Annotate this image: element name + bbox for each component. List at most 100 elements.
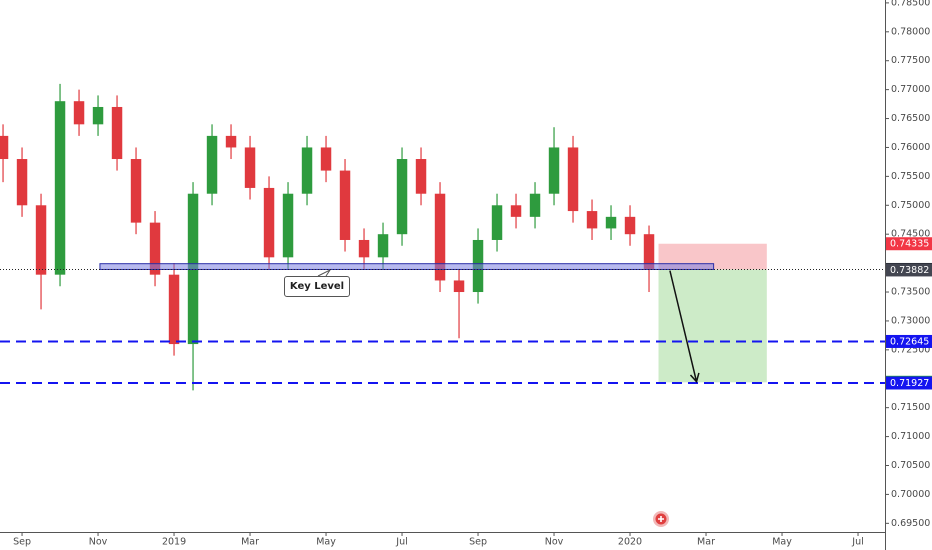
candle-body	[168, 274, 180, 345]
candle-body	[130, 159, 142, 223]
price-tag-box	[886, 237, 932, 251]
candle-body	[225, 135, 237, 148]
candle	[529, 182, 541, 229]
price-tag-label: 0.74335	[890, 239, 929, 250]
candle-body	[377, 234, 389, 258]
candle-body	[434, 193, 446, 281]
y-tick-label: 0.76000	[891, 142, 930, 153]
x-tick-label: Nov	[545, 537, 564, 548]
candle	[396, 147, 408, 246]
candle	[0, 124, 9, 183]
candle	[377, 222, 389, 269]
x-tick-label: Jul	[395, 537, 407, 548]
x-tick-label: Mar	[697, 537, 715, 548]
y-tick-label: 0.70500	[891, 460, 930, 471]
x-tick-label: 2019	[162, 537, 186, 548]
candle-body	[73, 101, 85, 125]
candle	[92, 95, 104, 136]
candle	[54, 83, 66, 287]
x-tick-label: May	[316, 537, 336, 548]
candle	[624, 205, 636, 246]
candle-body	[643, 234, 655, 269]
candle-body	[0, 135, 9, 160]
candle-body	[149, 222, 161, 275]
price-tag-box	[886, 334, 932, 348]
x-tick-label: Nov	[89, 537, 108, 548]
y-tick-label: 0.78000	[891, 26, 930, 37]
key-level-callout: Key Level	[284, 276, 350, 297]
price-tag-label: 0.73882	[890, 265, 929, 276]
x-tick-label: Sep	[13, 537, 31, 548]
price-tag-box	[886, 263, 932, 277]
y-tick-label: 0.72500	[891, 344, 930, 355]
candle	[16, 147, 28, 217]
candle	[586, 199, 598, 240]
candle	[130, 147, 142, 235]
candle	[225, 124, 237, 160]
plot-area	[0, 83, 885, 391]
price-tag-box	[886, 376, 932, 390]
candle	[434, 182, 446, 293]
candle-body	[244, 147, 256, 188]
candle-body	[415, 159, 427, 194]
candle	[453, 268, 465, 339]
candle	[510, 193, 522, 229]
candle-body	[453, 280, 465, 293]
candle-body	[491, 205, 503, 240]
candle-body	[510, 205, 522, 217]
candle	[111, 95, 123, 171]
candle	[567, 135, 579, 223]
candle-body	[567, 147, 579, 212]
projection-arrow	[669, 270, 698, 382]
y-tick-label: 0.78500	[891, 0, 930, 8]
candle-body	[111, 106, 123, 160]
projection-arrow-head	[689, 372, 700, 384]
candle-body	[16, 159, 28, 206]
y-tick-label: 0.75000	[891, 200, 930, 211]
price-tag: 0.72645	[886, 334, 932, 348]
candle	[415, 147, 427, 206]
price-tag-label: 0.72645	[890, 336, 929, 347]
candle	[320, 135, 332, 183]
candle-body	[320, 147, 332, 171]
candle-body	[339, 170, 351, 240]
candle-body	[586, 211, 598, 229]
take-profit-zone	[658, 269, 767, 383]
candle-body	[358, 239, 370, 258]
alert-icon-plus	[658, 516, 664, 522]
price-tag-label: 0.71927	[890, 378, 929, 389]
candle	[282, 182, 294, 269]
x-tick-label: Jul	[851, 537, 863, 548]
candle	[35, 193, 47, 310]
candle	[491, 193, 503, 252]
candle-body	[396, 159, 408, 235]
candle-body	[548, 147, 560, 194]
y-tick-label: 0.71500	[891, 402, 930, 413]
y-tick-label: 0.74500	[891, 229, 930, 240]
candle-body	[624, 216, 636, 235]
price-tag: 0.71927	[886, 376, 932, 390]
x-tick-label: Sep	[469, 537, 487, 548]
candle	[643, 225, 655, 293]
y-tick-label: 0.71000	[891, 431, 930, 442]
candle	[358, 228, 370, 269]
candle	[73, 89, 85, 136]
price-tag: 0.74335	[886, 237, 932, 251]
x-tick-label: Mar	[241, 537, 259, 548]
y-tick-label: 0.77500	[891, 55, 930, 66]
y-tick-label: 0.77000	[891, 84, 930, 95]
candle-body	[282, 193, 294, 258]
price-tag: 0.73882	[886, 263, 932, 277]
candle	[206, 124, 218, 206]
candle-body	[206, 135, 218, 194]
y-tick-label: 0.75500	[891, 171, 930, 182]
candle	[548, 127, 560, 206]
x-tick-label: May	[772, 537, 792, 548]
candle	[605, 205, 617, 240]
candle-body	[301, 147, 313, 194]
alert-icon[interactable]	[653, 511, 669, 527]
candle	[339, 159, 351, 252]
candle-body	[529, 193, 541, 217]
candle-body	[35, 205, 47, 275]
